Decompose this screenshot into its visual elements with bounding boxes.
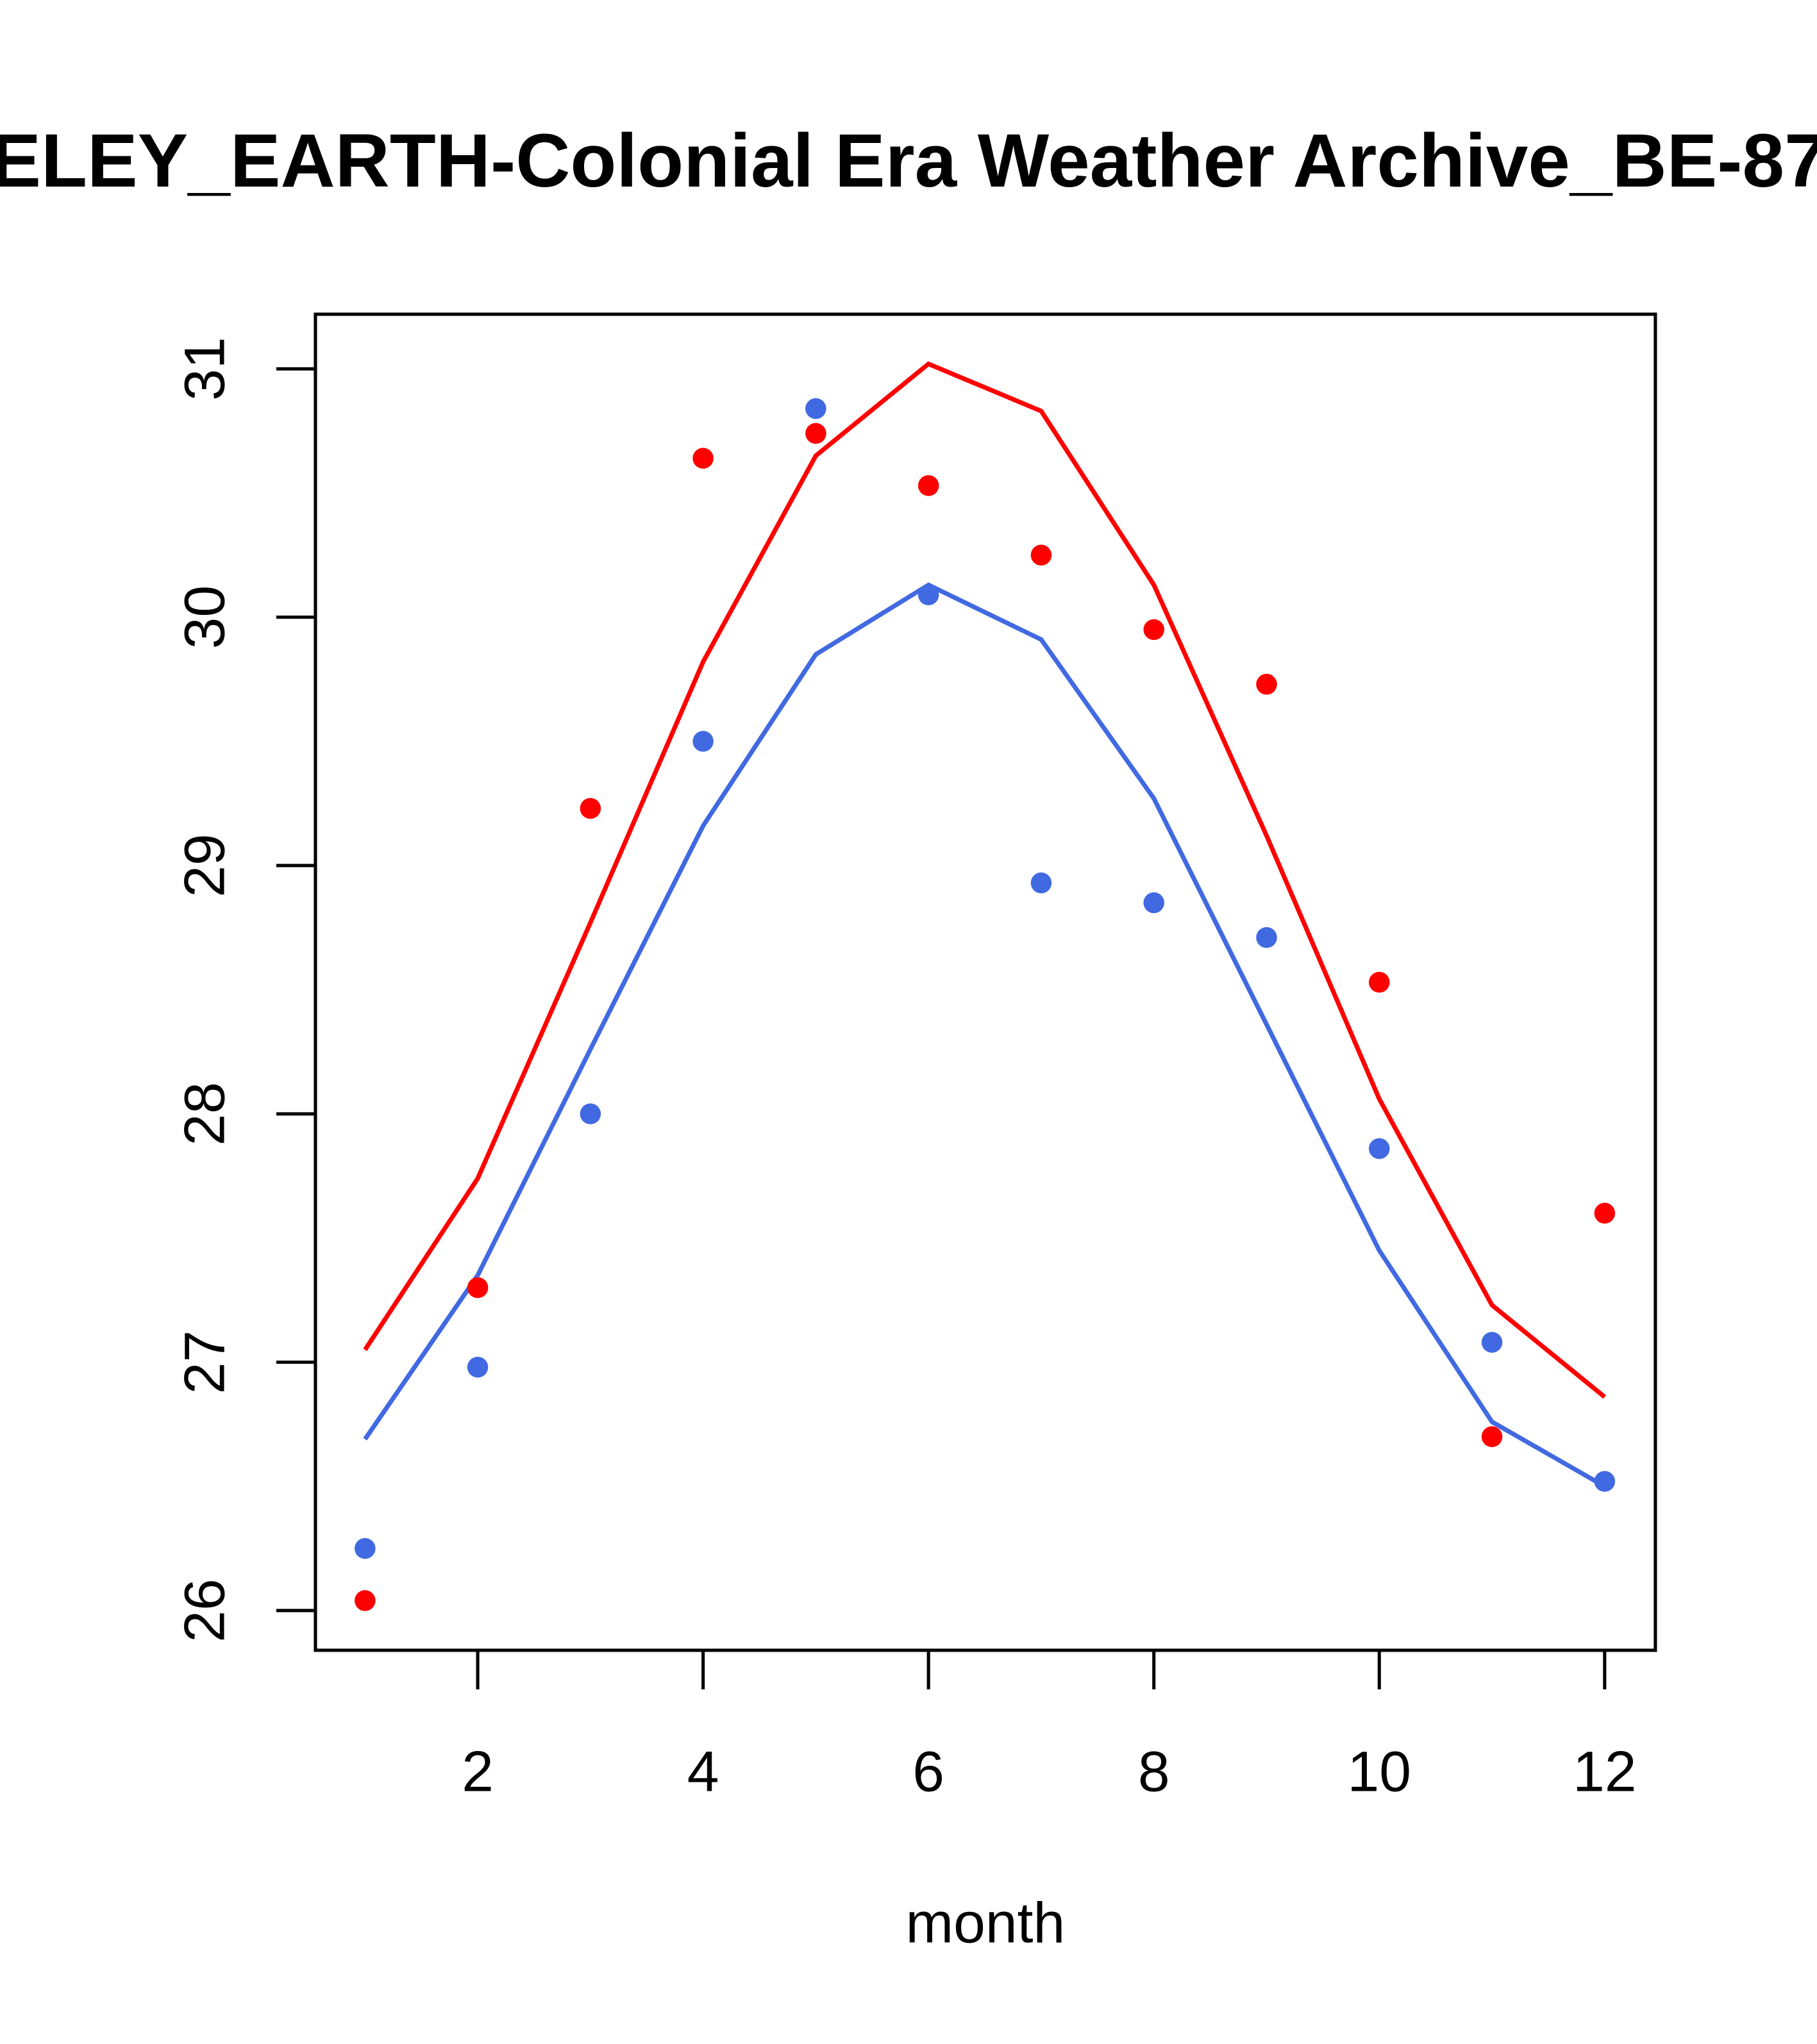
y-tick-label: 27 <box>172 1330 237 1394</box>
chart-title: ELEY_EARTH-Colonial Era Weather Archive_… <box>0 118 1817 203</box>
red-point <box>1594 1202 1616 1224</box>
y-tick-label: 28 <box>172 1082 237 1146</box>
blue-point <box>580 1103 601 1125</box>
x-axis-label: month <box>906 1890 1066 1954</box>
blue-point <box>1369 1138 1390 1159</box>
blue-point <box>1143 892 1164 914</box>
red-point <box>580 798 601 819</box>
blue-point <box>1030 872 1052 894</box>
red-point <box>1481 1426 1503 1448</box>
x-tick-label: 2 <box>462 1739 494 1803</box>
x-tick-label: 6 <box>912 1739 944 1803</box>
blue-point <box>1594 1471 1616 1492</box>
blue-point <box>1481 1332 1503 1353</box>
red-point <box>1143 619 1164 641</box>
blue-point <box>917 584 939 606</box>
blue-line-series <box>363 582 1606 1489</box>
blue-point <box>1256 927 1277 948</box>
x-tick-label: 8 <box>1138 1739 1170 1803</box>
red-point <box>1256 673 1277 695</box>
red-point <box>1369 971 1390 993</box>
red-point <box>805 423 826 444</box>
y-tick-label: 30 <box>172 585 237 649</box>
blue-point <box>692 731 714 752</box>
plot-frame <box>314 312 1657 1652</box>
y-tick-label: 29 <box>172 834 237 897</box>
blue-point <box>467 1357 489 1378</box>
y-tick-label: 26 <box>172 1579 237 1642</box>
red-line-series <box>363 361 1607 1399</box>
x-tick-label: 10 <box>1348 1739 1411 1803</box>
red-point <box>692 448 714 469</box>
red-point <box>1030 544 1052 566</box>
blue-point <box>355 1537 376 1559</box>
red-point <box>355 1590 376 1611</box>
x-tick-label: 4 <box>687 1739 719 1803</box>
blue-point <box>805 398 826 419</box>
red-point <box>467 1277 489 1298</box>
red-point <box>917 475 939 496</box>
y-tick-label: 31 <box>172 337 237 401</box>
x-tick-label: 12 <box>1573 1739 1636 1803</box>
